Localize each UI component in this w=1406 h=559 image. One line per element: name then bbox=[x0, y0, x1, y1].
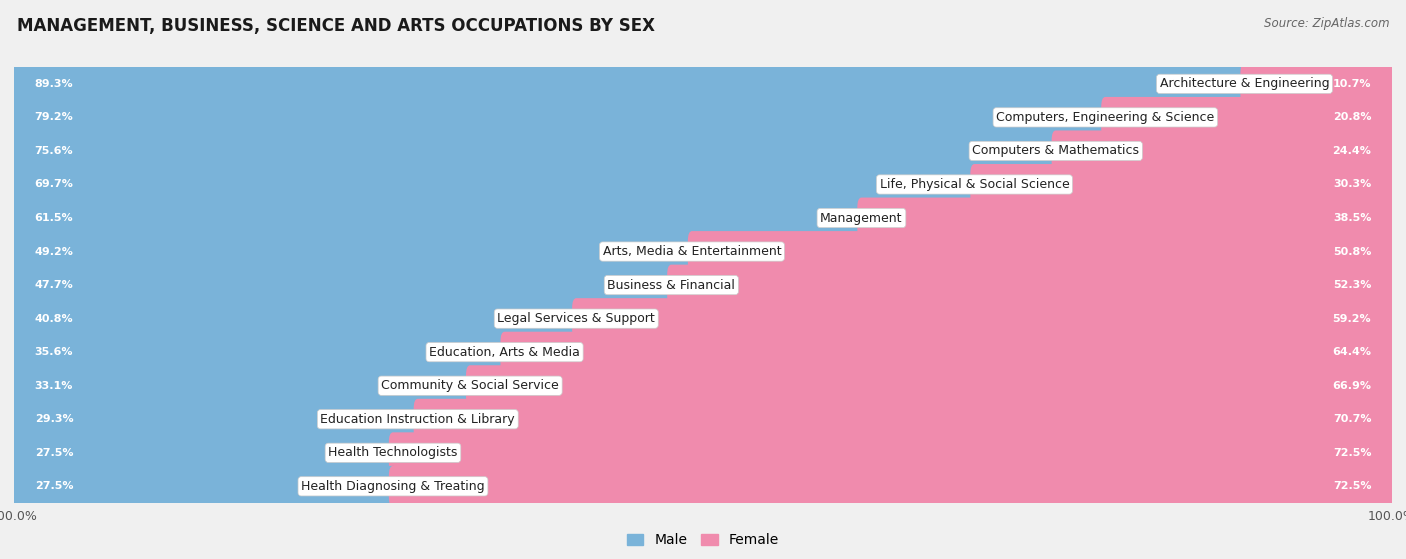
FancyBboxPatch shape bbox=[14, 304, 1392, 334]
Text: Legal Services & Support: Legal Services & Support bbox=[498, 312, 655, 325]
Text: Architecture & Engineering: Architecture & Engineering bbox=[1160, 77, 1329, 91]
FancyBboxPatch shape bbox=[10, 331, 509, 373]
FancyBboxPatch shape bbox=[1240, 63, 1396, 105]
FancyBboxPatch shape bbox=[465, 365, 1396, 406]
Text: 75.6%: 75.6% bbox=[35, 146, 73, 156]
Text: 72.5%: 72.5% bbox=[1333, 448, 1371, 458]
Text: Computers, Engineering & Science: Computers, Engineering & Science bbox=[997, 111, 1215, 124]
Text: Education Instruction & Library: Education Instruction & Library bbox=[321, 413, 515, 426]
FancyBboxPatch shape bbox=[14, 471, 1392, 501]
FancyBboxPatch shape bbox=[1052, 130, 1396, 172]
FancyBboxPatch shape bbox=[10, 298, 581, 339]
FancyBboxPatch shape bbox=[10, 264, 675, 306]
Text: Computers & Mathematics: Computers & Mathematics bbox=[972, 144, 1139, 158]
FancyBboxPatch shape bbox=[14, 270, 1392, 300]
Text: 69.7%: 69.7% bbox=[35, 179, 73, 190]
FancyBboxPatch shape bbox=[572, 298, 1396, 339]
Text: 33.1%: 33.1% bbox=[35, 381, 73, 391]
Text: Arts, Media & Entertainment: Arts, Media & Entertainment bbox=[603, 245, 782, 258]
Text: 59.2%: 59.2% bbox=[1333, 314, 1371, 324]
FancyBboxPatch shape bbox=[14, 236, 1392, 267]
Text: Life, Physical & Social Science: Life, Physical & Social Science bbox=[880, 178, 1070, 191]
Text: 52.3%: 52.3% bbox=[1333, 280, 1371, 290]
Text: 66.9%: 66.9% bbox=[1333, 381, 1371, 391]
Text: 70.7%: 70.7% bbox=[1333, 414, 1371, 424]
Text: 89.3%: 89.3% bbox=[35, 79, 73, 89]
FancyBboxPatch shape bbox=[413, 399, 1396, 440]
FancyBboxPatch shape bbox=[10, 97, 1109, 138]
Text: 40.8%: 40.8% bbox=[35, 314, 73, 324]
Legend: Male, Female: Male, Female bbox=[621, 528, 785, 553]
FancyBboxPatch shape bbox=[10, 466, 396, 507]
Text: 79.2%: 79.2% bbox=[35, 112, 73, 122]
FancyBboxPatch shape bbox=[10, 432, 396, 473]
FancyBboxPatch shape bbox=[389, 466, 1396, 507]
FancyBboxPatch shape bbox=[970, 164, 1396, 205]
FancyBboxPatch shape bbox=[14, 203, 1392, 233]
Text: 29.3%: 29.3% bbox=[35, 414, 73, 424]
Text: 50.8%: 50.8% bbox=[1333, 247, 1371, 257]
Text: 35.6%: 35.6% bbox=[35, 347, 73, 357]
Text: 49.2%: 49.2% bbox=[35, 247, 73, 257]
Text: 38.5%: 38.5% bbox=[1333, 213, 1371, 223]
FancyBboxPatch shape bbox=[10, 231, 696, 272]
Text: 72.5%: 72.5% bbox=[1333, 481, 1371, 491]
Text: 47.7%: 47.7% bbox=[35, 280, 73, 290]
Text: 27.5%: 27.5% bbox=[35, 481, 73, 491]
Text: Business & Financial: Business & Financial bbox=[607, 278, 735, 292]
FancyBboxPatch shape bbox=[14, 136, 1392, 166]
Text: Source: ZipAtlas.com: Source: ZipAtlas.com bbox=[1264, 17, 1389, 30]
FancyBboxPatch shape bbox=[14, 337, 1392, 367]
Text: 10.7%: 10.7% bbox=[1333, 79, 1371, 89]
FancyBboxPatch shape bbox=[10, 399, 422, 440]
FancyBboxPatch shape bbox=[10, 63, 1249, 105]
FancyBboxPatch shape bbox=[1101, 97, 1396, 138]
FancyBboxPatch shape bbox=[668, 264, 1396, 306]
FancyBboxPatch shape bbox=[858, 197, 1396, 239]
FancyBboxPatch shape bbox=[14, 102, 1392, 132]
Text: Community & Social Service: Community & Social Service bbox=[381, 379, 560, 392]
Text: 24.4%: 24.4% bbox=[1333, 146, 1371, 156]
Text: 27.5%: 27.5% bbox=[35, 448, 73, 458]
FancyBboxPatch shape bbox=[501, 331, 1396, 373]
Text: 30.3%: 30.3% bbox=[1333, 179, 1371, 190]
FancyBboxPatch shape bbox=[14, 404, 1392, 434]
Text: 61.5%: 61.5% bbox=[35, 213, 73, 223]
FancyBboxPatch shape bbox=[688, 231, 1396, 272]
FancyBboxPatch shape bbox=[14, 371, 1392, 401]
FancyBboxPatch shape bbox=[10, 197, 866, 239]
FancyBboxPatch shape bbox=[10, 164, 979, 205]
Text: MANAGEMENT, BUSINESS, SCIENCE AND ARTS OCCUPATIONS BY SEX: MANAGEMENT, BUSINESS, SCIENCE AND ARTS O… bbox=[17, 17, 655, 35]
FancyBboxPatch shape bbox=[389, 432, 1396, 473]
Text: 20.8%: 20.8% bbox=[1333, 112, 1371, 122]
FancyBboxPatch shape bbox=[10, 365, 474, 406]
Text: Management: Management bbox=[820, 211, 903, 225]
Text: Health Technologists: Health Technologists bbox=[328, 446, 458, 459]
FancyBboxPatch shape bbox=[14, 438, 1392, 468]
Text: Health Diagnosing & Treating: Health Diagnosing & Treating bbox=[301, 480, 485, 493]
Text: 64.4%: 64.4% bbox=[1333, 347, 1371, 357]
FancyBboxPatch shape bbox=[10, 130, 1060, 172]
Text: Education, Arts & Media: Education, Arts & Media bbox=[429, 345, 581, 359]
FancyBboxPatch shape bbox=[14, 169, 1392, 200]
FancyBboxPatch shape bbox=[14, 69, 1392, 99]
